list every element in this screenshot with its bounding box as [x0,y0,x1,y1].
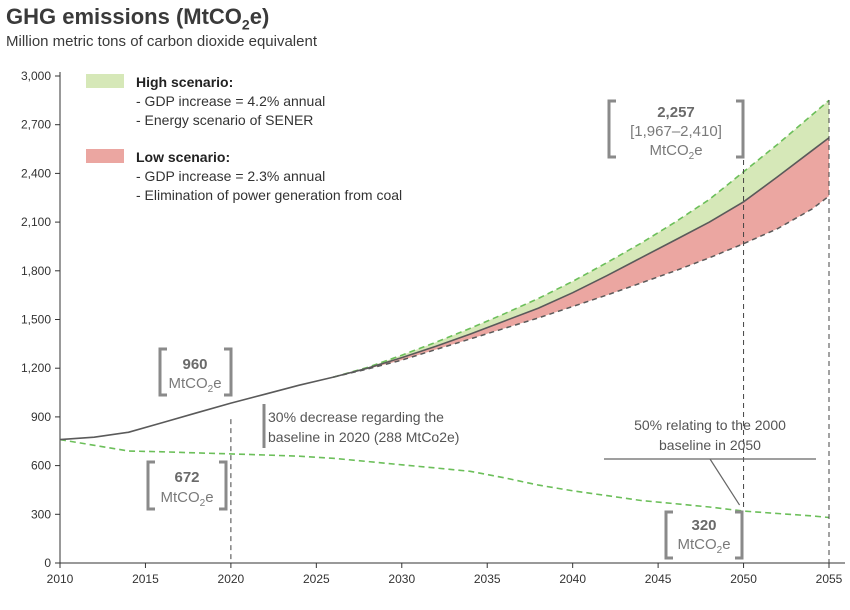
callout-672-value: 672 [174,469,199,486]
x-tick-label: 2040 [559,572,586,586]
legend-high-swatch [86,74,124,88]
x-tick-label: 2050 [730,572,757,586]
bracket-320-left [664,510,673,560]
legend-high-title: High scenario: [136,74,233,90]
legend-low-line-1: - GDP increase = 2.3% annual [136,168,325,184]
x-tick-label: 2025 [303,572,330,586]
callout-2257-unit: MtCO2e [649,142,702,162]
high-scenario-line [333,99,830,378]
legend-low-swatch [86,149,124,163]
y-tick-label: 1,200 [21,361,51,375]
callout-672: 672 MtCO2e [160,469,213,509]
callout-320-value: 320 [691,517,716,534]
annotation-2000-pointer [709,458,741,506]
baseline-line [59,137,830,441]
callout-960-unit: MtCO2e [168,375,221,395]
x-tick-label: 2055 [816,572,843,586]
legend-low-line-2: - Elimination of power generation from c… [136,187,402,203]
y-tick-label: 300 [31,507,51,521]
bracket-672-right [219,460,228,511]
y-tick-label: 3,000 [21,69,51,83]
y-tick-label: 0 [44,556,51,570]
x-tick-label: 2020 [218,572,245,586]
callout-320-unit: MtCO2e [677,536,730,556]
callout-672-unit: MtCO2e [160,489,213,509]
callout-960: 960 MtCO2e [168,356,221,395]
legend: High scenario: - GDP increase = 4.2% ann… [86,74,402,203]
x-tick-label: 2030 [388,572,415,586]
x-tick-label: 2010 [47,572,74,586]
bracket-960-left [158,347,167,397]
legend-low-title: Low scenario: [136,149,230,165]
chart-subtitle: Million metric tons of carbon dioxide eq… [6,33,317,50]
annotation-2000-line-2: baseline in 2050 [659,437,761,453]
legend-high-line-1: - GDP increase = 4.2% annual [136,93,325,109]
bracket-2257-left [607,99,616,159]
bracket-672-left [146,460,155,511]
y-tick-label: 600 [31,459,51,473]
bracket-2257-right [736,99,745,159]
callout-2257-value: 2,257 [657,104,695,121]
annotation-decrease-line-2: baseline in 2020 (288 MtCo2e) [268,429,459,445]
annotation-decrease-line-1: 30% decrease regarding the [268,409,444,425]
x-tick-label: 2035 [474,572,501,586]
chart-title: GHG emissions (MtCO2e) [6,4,270,33]
annotation-2000-line-1: 50% relating to the 2000 [634,417,786,433]
legend-high-line-2: - Energy scenario of SENER [136,112,313,128]
callout-320: 320 MtCO2e [677,517,730,556]
low-scenario-line [333,195,830,378]
callout-2257: 2,257 [1,967–2,410] MtCO2e [630,104,722,162]
callout-2257-range: [1,967–2,410] [630,123,722,140]
mitigation-target-line [59,438,830,519]
x-tick-label: 2015 [132,572,159,586]
bracket-960-right [224,347,233,397]
y-tick-label: 900 [31,410,51,424]
bracket-320-right [735,510,744,560]
x-tick-label: 2045 [645,572,672,586]
y-tick-label: 1,800 [21,264,51,278]
y-tick-label: 1,500 [21,313,51,327]
y-tick-label: 2,100 [21,215,51,229]
y-tick-label: 2,700 [21,118,51,132]
callout-960-value: 960 [182,356,207,373]
y-tick-label: 2,400 [21,166,51,180]
